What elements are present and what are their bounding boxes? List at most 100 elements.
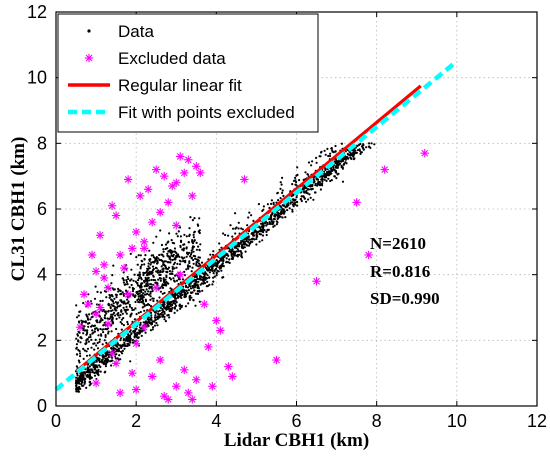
data-point — [324, 167, 327, 170]
data-point — [163, 303, 166, 306]
data-point — [127, 339, 130, 342]
data-point — [188, 251, 191, 254]
data-point — [346, 152, 349, 156]
data-point — [221, 276, 224, 279]
data-point — [119, 299, 122, 302]
data-point — [222, 232, 225, 235]
data-point — [157, 257, 160, 260]
excluded-point — [200, 300, 209, 309]
data-point — [183, 260, 186, 263]
data-point — [193, 230, 196, 233]
data-point — [190, 291, 193, 295]
data-point — [156, 299, 159, 302]
data-point — [96, 347, 100, 350]
data-point — [332, 167, 335, 171]
data-point — [76, 372, 79, 375]
data-point — [105, 341, 108, 344]
data-point — [276, 191, 279, 194]
data-point — [154, 316, 157, 319]
data-point — [321, 180, 324, 183]
data-point — [342, 158, 346, 161]
data-point — [127, 277, 130, 281]
data-point — [104, 355, 107, 358]
data-point — [76, 377, 80, 380]
data-point — [198, 256, 201, 259]
excluded-point — [115, 388, 125, 398]
data-point — [185, 268, 188, 271]
data-point — [169, 308, 172, 311]
excluded-point — [107, 201, 117, 210]
data-point — [270, 199, 273, 202]
data-point — [121, 352, 124, 355]
data-point — [120, 346, 123, 349]
data-point — [355, 151, 358, 154]
data-point — [262, 225, 265, 228]
data-point — [265, 233, 268, 237]
data-point — [324, 168, 327, 171]
data-point — [353, 153, 356, 156]
data-point — [180, 291, 183, 294]
excluded-point — [99, 260, 109, 270]
data-point — [185, 255, 188, 258]
data-point — [269, 222, 272, 225]
data-point — [284, 206, 287, 209]
data-point — [137, 331, 140, 334]
excluded-point — [143, 185, 153, 194]
data-point — [159, 279, 162, 282]
excluded-point — [148, 217, 157, 227]
data-point — [266, 229, 269, 232]
x-tick-label: 0 — [51, 411, 61, 431]
data-point — [240, 252, 243, 255]
data-point — [89, 377, 92, 380]
data-point — [169, 261, 172, 264]
data-point — [191, 266, 194, 269]
data-point — [75, 376, 78, 379]
data-point — [109, 306, 112, 310]
data-point — [134, 333, 137, 336]
data-point — [329, 179, 332, 183]
data-point — [237, 250, 240, 253]
data-point — [85, 333, 88, 336]
data-point — [152, 274, 155, 277]
data-point — [193, 217, 196, 220]
data-point — [123, 341, 126, 344]
data-point — [164, 264, 167, 267]
data-point — [111, 313, 114, 316]
data-point — [144, 298, 147, 301]
data-point — [110, 282, 113, 285]
data-point — [105, 361, 108, 364]
excluded-point — [91, 378, 101, 388]
data-point — [330, 179, 333, 182]
data-point — [88, 365, 91, 368]
data-point — [186, 251, 189, 254]
data-point — [178, 303, 181, 306]
data-point — [193, 240, 196, 243]
data-point — [270, 202, 273, 205]
data-point — [295, 196, 298, 199]
data-point — [144, 290, 147, 293]
data-point — [146, 277, 149, 280]
data-point — [147, 324, 150, 328]
data-point — [133, 318, 136, 321]
data-point — [77, 390, 80, 393]
data-point — [119, 313, 122, 317]
data-point — [362, 143, 365, 146]
data-point — [175, 266, 178, 269]
data-point — [148, 259, 151, 262]
data-point — [188, 227, 191, 230]
excluded-point — [192, 162, 201, 171]
data-point — [173, 294, 176, 297]
data-point — [133, 273, 136, 276]
data-point — [162, 250, 165, 253]
data-point — [257, 230, 260, 233]
data-point — [148, 279, 151, 282]
data-point — [232, 250, 235, 253]
data-point — [191, 219, 194, 222]
data-point — [190, 251, 193, 254]
data-point — [130, 283, 133, 287]
excluded-point — [176, 152, 185, 161]
data-point — [197, 280, 200, 283]
data-point — [101, 299, 104, 302]
data-point — [82, 332, 85, 335]
data-point — [175, 297, 178, 300]
